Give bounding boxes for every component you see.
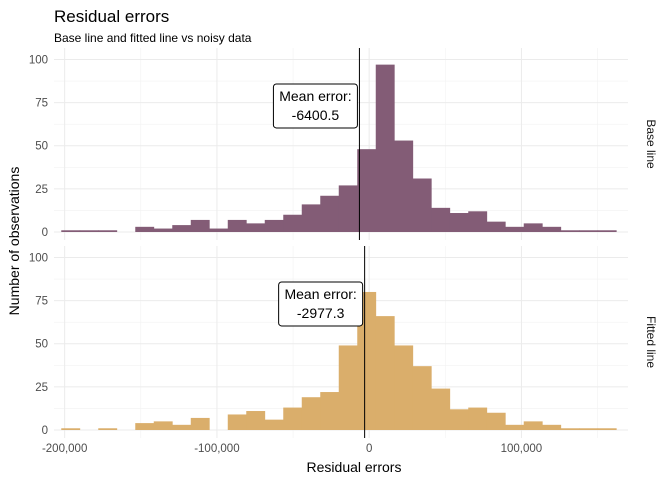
histogram-bar (135, 423, 155, 430)
y-tick-label: 100 (29, 54, 48, 66)
x-tick-label: -200,000 (42, 443, 87, 455)
histogram-bar (523, 223, 543, 232)
histogram-bar (227, 414, 247, 430)
histogram-bar (246, 223, 266, 232)
y-tick-label: 75 (35, 296, 48, 308)
mean-error-label-text: -2977.3 (297, 305, 345, 321)
histogram-bar (98, 428, 118, 430)
histogram-bar (431, 388, 451, 430)
histogram-bar (320, 195, 340, 232)
histogram-bar (394, 140, 414, 232)
histogram-bar (79, 230, 99, 232)
histogram-bar (505, 424, 525, 430)
facet-panel-2: 0 25 50 75 100 Mean error: -2977.3 Fitted line (29, 246, 658, 438)
histogram-bar (338, 345, 358, 430)
histogram-bar (579, 230, 599, 232)
histogram-bar (172, 424, 192, 430)
histogram-bar (357, 149, 377, 232)
histogram-bar (153, 421, 173, 430)
mean-error-label-text: -6400.5 (292, 107, 340, 123)
mean-error-label-text: Mean error: (279, 88, 351, 104)
histogram-bar (357, 291, 377, 430)
histogram-bar (61, 230, 81, 232)
histogram-bar (135, 226, 155, 232)
facet-strip-label: Base line (644, 119, 658, 169)
histogram-bar (264, 219, 284, 232)
histogram-bar (394, 345, 414, 430)
histogram-bar (301, 397, 321, 430)
histogram-bar (431, 207, 451, 232)
facet-strip-label: Fitted line (644, 316, 658, 368)
histogram-bar (523, 421, 543, 430)
histogram-bar (190, 219, 210, 232)
chart-title: Residual errors (54, 7, 169, 26)
y-tick-label: 50 (35, 141, 48, 153)
histogram-bar (264, 419, 284, 430)
chart-subtitle: Base line and fitted line vs noisy data (54, 31, 252, 45)
mean-error-label-text: Mean error: (284, 286, 356, 302)
histogram-bar (301, 204, 321, 232)
y-tick-label: 25 (35, 184, 48, 196)
histogram-bar (98, 230, 118, 232)
histogram-bar (579, 428, 599, 430)
facet-panel-1: 0 25 50 75 100 Mean error: -6400.5 Base line (29, 48, 658, 240)
x-axis-ticks: -200,000 -100,000 0 100,000 (42, 443, 542, 455)
histogram-bar (375, 64, 395, 233)
histogram-bar (153, 228, 173, 232)
histogram-bar (486, 221, 506, 232)
y-tick-label: 0 (42, 227, 48, 239)
histogram-bar (468, 211, 488, 232)
x-tick-label: 0 (366, 443, 372, 455)
histogram-bar (227, 219, 247, 232)
y-tick-label: 25 (35, 382, 48, 394)
histogram-bar (283, 407, 303, 430)
histogram-bar (209, 228, 229, 232)
histogram-bar (486, 412, 506, 430)
histogram-bar (412, 178, 432, 232)
histogram-bar (375, 316, 395, 430)
x-tick-label: 100,000 (501, 443, 543, 455)
y-tick-label: 50 (35, 339, 48, 351)
mean-error-label-box (278, 281, 364, 327)
mean-error-label-box (272, 83, 358, 129)
histogram-bar (505, 226, 525, 232)
histogram-bar (560, 230, 580, 232)
histogram-bar (61, 428, 81, 430)
histogram-bar (542, 424, 562, 430)
histogram-bar (172, 225, 192, 232)
x-axis-title: Residual errors (307, 459, 402, 475)
histogram-bar (468, 407, 488, 430)
histogram-bar (320, 392, 340, 430)
histogram-bar (190, 417, 210, 430)
facet-panels: 0 25 50 75 100 Mean error: -6400.5 Base line 0 25… (29, 48, 658, 455)
histogram-bar (597, 428, 617, 430)
histogram-bar (449, 213, 469, 232)
y-axis-title: Number of observations (6, 167, 22, 316)
histogram-bar (246, 411, 266, 430)
y-tick-label: 100 (29, 252, 48, 264)
histogram-bar (283, 214, 303, 232)
y-tick-label: 75 (35, 98, 48, 110)
histogram-bar (542, 226, 562, 232)
histogram-bar (597, 230, 617, 232)
histogram-bar (338, 185, 358, 232)
histogram-bar (560, 428, 580, 430)
x-tick-label: -100,000 (194, 443, 239, 455)
y-tick-label: 0 (42, 425, 48, 437)
histogram-bar (449, 409, 469, 430)
histogram-bar (412, 366, 432, 430)
